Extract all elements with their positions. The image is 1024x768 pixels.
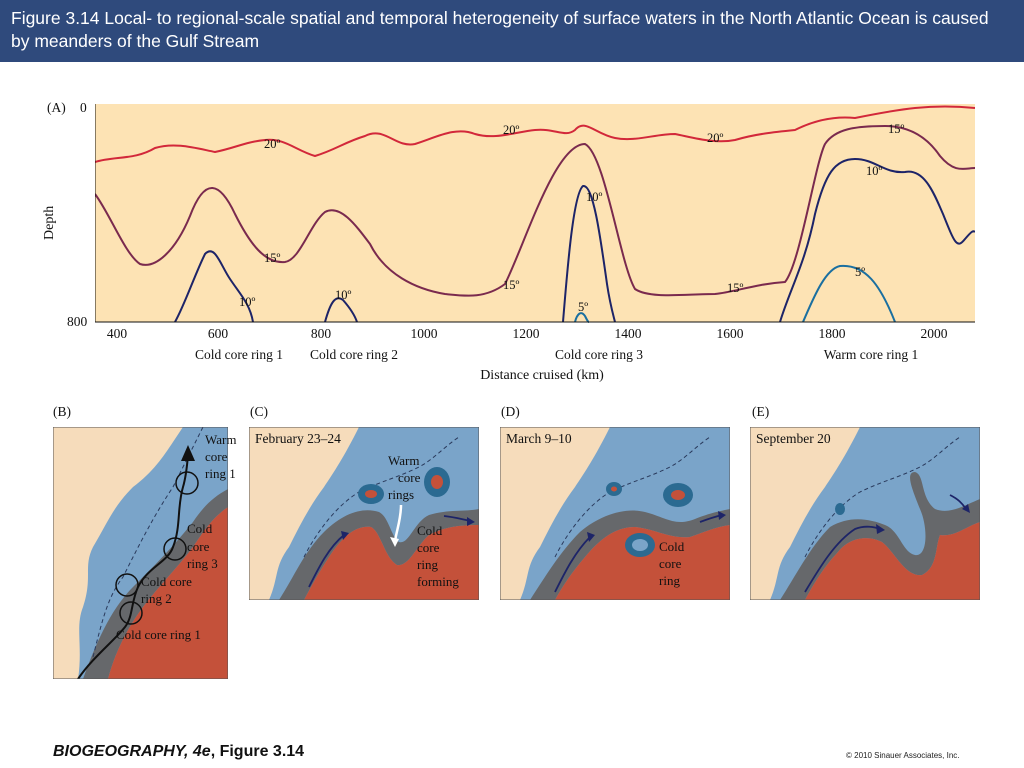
panel-d-label: (D) — [501, 404, 520, 419]
isotherm-20 — [95, 105, 975, 163]
feature-cold-core-ring-2: Cold core ring 2 — [309, 347, 399, 362]
map-b-label: ring 2 — [141, 591, 172, 606]
feature-cold-core-ring-3: Cold core ring 3 — [554, 347, 644, 362]
map-d-label: core — [659, 556, 682, 571]
map-panel-b — [53, 427, 228, 679]
feature-cold-core-ring-1: Cold core ring 1 — [194, 347, 284, 362]
panel-c-label: (C) — [250, 404, 268, 419]
map-c-label: rings — [388, 487, 414, 502]
x-tick: 1000 — [410, 326, 438, 341]
figure-title: Figure 3.14 Local- to regional-scale spa… — [11, 8, 989, 51]
map-b-label: Warm — [205, 432, 237, 447]
panel-a-label: (A) — [47, 100, 66, 115]
map-d-label: Cold — [659, 539, 685, 554]
isotherm-label: 15º — [727, 281, 744, 295]
map-d-date: March 9–10 — [506, 431, 572, 446]
x-tick: 1200 — [512, 326, 540, 341]
x-tick: 1400 — [614, 326, 642, 341]
isotherm-label: 5º — [578, 300, 589, 314]
isotherm-label: 15º — [264, 251, 281, 265]
book-title: BIOGEOGRAPHY, 4e — [53, 743, 211, 760]
title-bar: Figure 3.14 Local- to regional-scale spa… — [0, 0, 1024, 62]
x-tick: 1800 — [818, 326, 846, 341]
isotherm-label: 20º — [707, 131, 724, 145]
x-tick: 800 — [310, 326, 332, 341]
isotherm-10-d — [779, 157, 975, 323]
isotherm-label: 20º — [503, 123, 520, 137]
copyright: © 2010 Sinauer Associates, Inc. — [846, 751, 960, 760]
x-tick: 1600 — [716, 326, 744, 341]
map-panel-d — [500, 427, 730, 600]
isotherm-label: 20º — [264, 137, 281, 151]
isotherm-label: 10º — [866, 164, 883, 178]
map-e-date: September 20 — [756, 431, 831, 446]
isotherm-label: 15º — [503, 278, 520, 292]
x-tick: 400 — [106, 326, 128, 341]
map-c-label: forming — [417, 574, 459, 589]
isotherm-label: 15º — [888, 122, 905, 136]
map-c-date: February 23–24 — [255, 431, 341, 446]
map-b-label: ring 1 — [205, 466, 236, 481]
isotherm-5-a — [574, 312, 590, 323]
x-axis-label: Distance cruised (km) — [480, 368, 604, 383]
map-c-label: core — [417, 540, 440, 555]
isotherm-10-c — [562, 185, 616, 323]
map-b-label: Cold core — [141, 574, 192, 589]
isotherm-10-a — [174, 250, 254, 323]
panel-e-label: (E) — [752, 404, 770, 419]
map-c-label: Cold — [417, 523, 443, 538]
isotherm-label: 10º — [335, 288, 352, 302]
map-b-label: ring 3 — [187, 556, 218, 571]
y-tick-800: 800 — [67, 314, 88, 329]
isotherm-5-b — [802, 264, 896, 323]
y-axis-label: Depth — [42, 205, 57, 240]
x-tick: 600 — [207, 326, 229, 341]
figure-ref: , Figure 3.14 — [210, 743, 305, 760]
feature-warm-core-ring-1: Warm core ring 1 — [823, 347, 919, 362]
isotherm-15 — [95, 124, 975, 297]
map-b-label: core — [205, 449, 228, 464]
map-b-label: Cold core ring 1 — [116, 627, 201, 642]
x-tick: 2000 — [920, 326, 948, 341]
map-c-label: core — [398, 470, 421, 485]
y-tick-0: 0 — [80, 100, 87, 115]
panel-b-label: (B) — [53, 404, 71, 419]
map-b-label: Cold — [187, 521, 213, 536]
map-panel-c — [249, 427, 479, 600]
isotherm-10-b — [324, 297, 358, 323]
isotherm-label: 10º — [239, 295, 256, 309]
footer-citation: BIOGEOGRAPHY, 4e, Figure 3.14 — [53, 743, 304, 761]
map-d-label: ring — [659, 573, 680, 588]
depth-profile-chart — [95, 104, 975, 323]
map-panel-e — [750, 427, 980, 600]
isotherm-label: 5º — [855, 265, 866, 279]
map-b-label: core — [187, 539, 210, 554]
isotherm-label: 10º — [586, 190, 603, 204]
map-c-label: ring — [417, 557, 438, 572]
map-c-label: Warm — [388, 453, 420, 468]
